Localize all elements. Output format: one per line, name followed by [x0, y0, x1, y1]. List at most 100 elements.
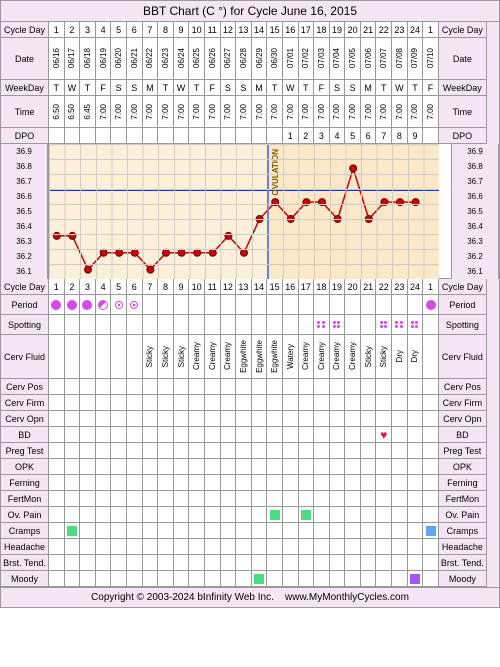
bd-cell: [299, 427, 315, 443]
spotting-cell: [376, 315, 392, 335]
bd-cell: [80, 427, 96, 443]
ferning-cell: [221, 475, 237, 491]
cerv_pos-cell: [423, 379, 439, 395]
headache-cell: [205, 539, 221, 555]
cerv_pos-cell: [345, 379, 361, 395]
cramps-cell: [158, 523, 174, 539]
bd-cell: [345, 427, 361, 443]
cerv_fluid-cell: Creamy: [330, 335, 346, 379]
brst_tend-cell: [236, 555, 252, 571]
bd-cell: [392, 427, 408, 443]
spotting-cell: [127, 315, 143, 335]
cramps-cell: [283, 523, 299, 539]
ov_pain-cell: [299, 507, 315, 523]
moody-cell: [236, 571, 252, 587]
brst_tend-cell: [314, 555, 330, 571]
ov_pain-cell: [236, 507, 252, 523]
cerv_firm-cell: [330, 395, 346, 411]
opk-cell: [127, 459, 143, 475]
footer: Copyright © 2003-2024 bInfinity Web Inc.…: [1, 587, 499, 607]
cerv_pos-cell: [158, 379, 174, 395]
brst_tend-cell: [205, 555, 221, 571]
preg_test-cell: [330, 443, 346, 459]
period-cell: [127, 295, 143, 315]
headache-cell: [392, 539, 408, 555]
moody-cell: [111, 571, 127, 587]
spotting-cell: [96, 315, 112, 335]
headache-cell: [111, 539, 127, 555]
brst_tend-cell: [80, 555, 96, 571]
cerv_firm-cell: [158, 395, 174, 411]
headache-cell: [127, 539, 143, 555]
fertmon-cell: [189, 491, 205, 507]
cramps-cell: [49, 523, 65, 539]
label-ferning: Ferning: [1, 475, 49, 491]
cerv_firm-cell: [174, 395, 190, 411]
cerv_opn-cell: [174, 411, 190, 427]
ov_pain-cell: [267, 507, 283, 523]
moody-cell: [205, 571, 221, 587]
ferning-cell: [361, 475, 377, 491]
label-cycle-day: Cycle Day: [1, 22, 49, 38]
cerv_fluid-cell: Sticky: [376, 335, 392, 379]
preg_test-cell: [376, 443, 392, 459]
cerv_fluid-cell: Sticky: [361, 335, 377, 379]
ferning-cell: [345, 475, 361, 491]
opk-cell: [205, 459, 221, 475]
cerv_fluid-row: Cerv FluidStickyStickyStickyCreamyCreamy…: [1, 335, 499, 379]
bbt-chart-container: BBT Chart (C °) for Cycle June 16, 2015 …: [0, 0, 500, 608]
cramps-cell: [345, 523, 361, 539]
cerv_fluid-cell: Eggwhite: [267, 335, 283, 379]
cerv_firm-cell: [361, 395, 377, 411]
preg_test-cell: [252, 443, 268, 459]
fertmon-cell: [127, 491, 143, 507]
preg_test-cell: [314, 443, 330, 459]
ferning-cell: [158, 475, 174, 491]
cerv_firm-cell: [376, 395, 392, 411]
opk-cell: [49, 459, 65, 475]
headache-cell: [345, 539, 361, 555]
brst_tend-cell: [283, 555, 299, 571]
cerv_firm-cell: [392, 395, 408, 411]
cerv_opn-cell: [330, 411, 346, 427]
brst_tend-cell: [49, 555, 65, 571]
cramps-cell: [376, 523, 392, 539]
ferning-cell: [174, 475, 190, 491]
ov_pain-cell: [158, 507, 174, 523]
cerv_opn-cell: [189, 411, 205, 427]
cerv_fluid-cell: Creamy: [299, 335, 315, 379]
opk-cell: [408, 459, 424, 475]
fertmon-cell: [345, 491, 361, 507]
cerv_fluid-cell: Dry: [392, 335, 408, 379]
opk-cell: [236, 459, 252, 475]
cramps-row: CrampsCramps: [1, 523, 499, 539]
cramps-cell: [205, 523, 221, 539]
cerv_firm-cell: [80, 395, 96, 411]
cerv_pos-cell: [252, 379, 268, 395]
bd-cell: [205, 427, 221, 443]
cerv_fluid-cell: [127, 335, 143, 379]
headache-cell: [174, 539, 190, 555]
cerv_firm-cell: [111, 395, 127, 411]
cerv_opn-cell: [158, 411, 174, 427]
cerv_fluid-cell: [49, 335, 65, 379]
cerv_opn-cell: [283, 411, 299, 427]
cerv_opn-cell: [252, 411, 268, 427]
cerv_opn-cell: [96, 411, 112, 427]
moody-cell: [96, 571, 112, 587]
period-cell: [143, 295, 159, 315]
cerv_firm-cell: [189, 395, 205, 411]
cycle-day-row-2: Cycle Day 123456789101112131415161718192…: [1, 279, 499, 295]
cerv_pos-cell: [143, 379, 159, 395]
opk-cell: [65, 459, 81, 475]
moody-cell: [314, 571, 330, 587]
cerv_opn-cell: [143, 411, 159, 427]
cerv_opn-cell: [111, 411, 127, 427]
spotting-cell: [174, 315, 190, 335]
ferning-cell: [252, 475, 268, 491]
bd-cell: [361, 427, 377, 443]
ov_pain-cell: [376, 507, 392, 523]
bd-cell: [330, 427, 346, 443]
cerv_pos-cell: [283, 379, 299, 395]
bd-cell: [65, 427, 81, 443]
